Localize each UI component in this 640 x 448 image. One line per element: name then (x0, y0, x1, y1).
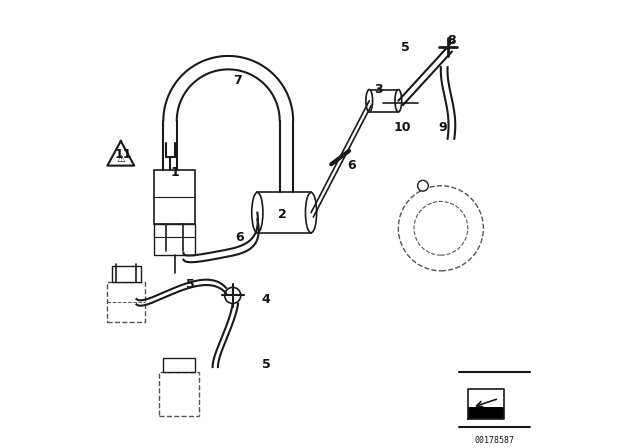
FancyBboxPatch shape (154, 170, 195, 224)
Circle shape (398, 186, 483, 271)
Circle shape (414, 202, 468, 255)
Text: 9: 9 (439, 121, 447, 134)
Circle shape (417, 181, 428, 191)
FancyBboxPatch shape (257, 193, 311, 233)
Text: 4: 4 (262, 293, 271, 306)
FancyBboxPatch shape (369, 90, 398, 112)
Text: 7: 7 (233, 74, 241, 87)
Text: 5: 5 (186, 278, 195, 291)
FancyBboxPatch shape (108, 282, 145, 322)
Text: 6: 6 (347, 159, 356, 172)
Ellipse shape (252, 193, 263, 233)
FancyBboxPatch shape (112, 267, 141, 282)
Text: 5: 5 (401, 40, 410, 53)
Ellipse shape (366, 90, 372, 112)
Text: 5: 5 (262, 358, 271, 371)
FancyBboxPatch shape (154, 224, 195, 255)
Ellipse shape (305, 193, 317, 233)
Circle shape (225, 287, 241, 303)
Text: ⚠: ⚠ (116, 154, 125, 164)
Ellipse shape (395, 90, 402, 112)
Text: 2: 2 (278, 208, 286, 221)
Text: 00178587: 00178587 (475, 436, 515, 445)
Text: 8: 8 (448, 34, 456, 47)
FancyBboxPatch shape (159, 371, 199, 416)
Text: 6: 6 (235, 231, 244, 244)
Text: 1: 1 (170, 166, 179, 179)
FancyBboxPatch shape (163, 358, 195, 371)
Text: 10: 10 (394, 121, 412, 134)
FancyBboxPatch shape (468, 407, 504, 418)
Text: 11: 11 (115, 148, 132, 161)
Text: 3: 3 (374, 83, 383, 96)
